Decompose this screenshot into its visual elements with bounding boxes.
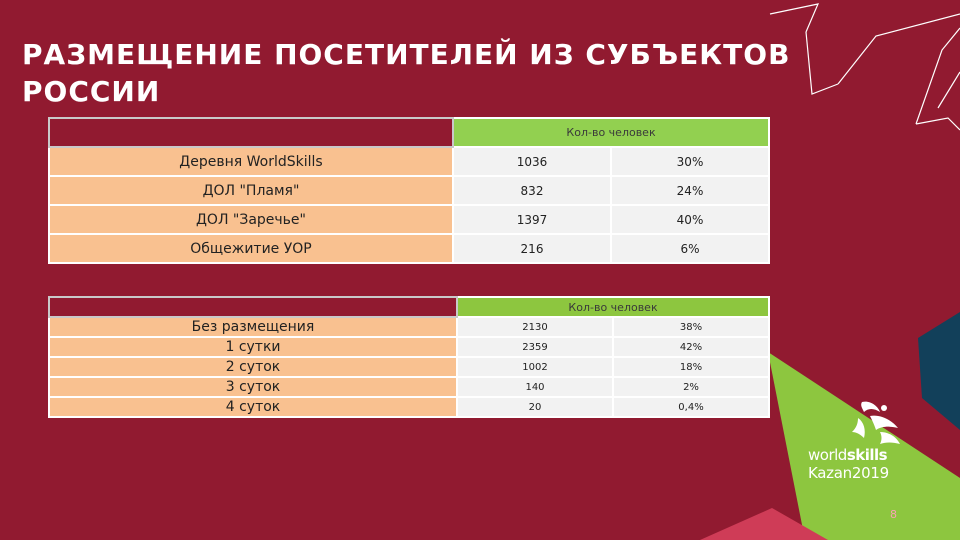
header-empty-cell	[48, 296, 458, 318]
table-row: ДОЛ "Заречье" 1397 40%	[48, 204, 771, 235]
row-name: ДОЛ "Заречье"	[48, 204, 454, 235]
table-header-row: Кол-во человек	[48, 117, 771, 148]
row-percent: 30%	[609, 146, 771, 177]
table-row: 3 суток 140 2%	[48, 376, 771, 398]
table-row: 4 суток 20 0,4%	[48, 396, 771, 418]
row-percent: 0,4%	[611, 396, 771, 418]
header-count-label: Кол-во человек	[455, 296, 771, 318]
header-empty-cell	[48, 117, 454, 148]
logo-world-text: world	[808, 446, 847, 464]
table-row: 2 суток 1002 18%	[48, 356, 771, 378]
stay-duration-table: Кол-во человек Без размещения 2130 38% 1…	[48, 296, 771, 418]
table-row: Общежитие УОР 216 6%	[48, 233, 771, 264]
row-count: 1397	[452, 204, 612, 235]
row-name: 1 сутки	[48, 336, 458, 358]
logo-kazan-text: Kazan2019	[808, 464, 889, 482]
accommodation-table: Кол-во человек Деревня WorldSkills 1036 …	[48, 117, 771, 264]
row-name: 2 суток	[48, 356, 458, 378]
page-number: 8	[890, 508, 897, 521]
row-percent: 18%	[611, 356, 771, 378]
row-name: 3 суток	[48, 376, 458, 398]
row-count: 140	[456, 376, 614, 398]
row-count: 2359	[456, 336, 614, 358]
row-count: 2130	[456, 316, 614, 338]
row-percent: 42%	[611, 336, 771, 358]
header-count-label: Кол-во человек	[451, 117, 771, 148]
row-name: Деревня WorldSkills	[48, 146, 454, 177]
row-name: Без размещения	[48, 316, 458, 338]
slide-title: РАЗМЕЩЕНИЕ ПОСЕТИТЕЛЕЙ ИЗ СУБЪЕКТОВ РОСС…	[22, 38, 791, 108]
row-percent: 40%	[609, 204, 771, 235]
table-row: Без размещения 2130 38%	[48, 316, 771, 338]
table-row: Деревня WorldSkills 1036 30%	[48, 146, 771, 177]
skills-figure-icon	[852, 401, 900, 444]
row-percent: 2%	[611, 376, 771, 398]
row-percent: 38%	[611, 316, 771, 338]
logo-wordmark: worldskills	[808, 446, 888, 464]
lime-shape	[768, 352, 960, 540]
row-count: 832	[452, 175, 612, 206]
logo-skills-text: skills	[846, 446, 888, 464]
table-header-row: Кол-во человек	[48, 296, 771, 318]
table-row: ДОЛ "Пламя" 832 24%	[48, 175, 771, 206]
row-percent: 6%	[609, 233, 771, 264]
navy-shape	[918, 312, 960, 430]
row-count: 1036	[452, 146, 612, 177]
row-name: 4 суток	[48, 396, 458, 418]
row-name: Общежитие УОР	[48, 233, 454, 264]
row-count: 1002	[456, 356, 614, 378]
row-count: 20	[456, 396, 614, 418]
pink-shape	[700, 508, 828, 540]
row-count: 216	[452, 233, 612, 264]
row-name: ДОЛ "Пламя"	[48, 175, 454, 206]
row-percent: 24%	[609, 175, 771, 206]
worldskills-kazan-logo: worldskills Kazan2019	[800, 398, 910, 488]
table-row: 1 сутки 2359 42%	[48, 336, 771, 358]
